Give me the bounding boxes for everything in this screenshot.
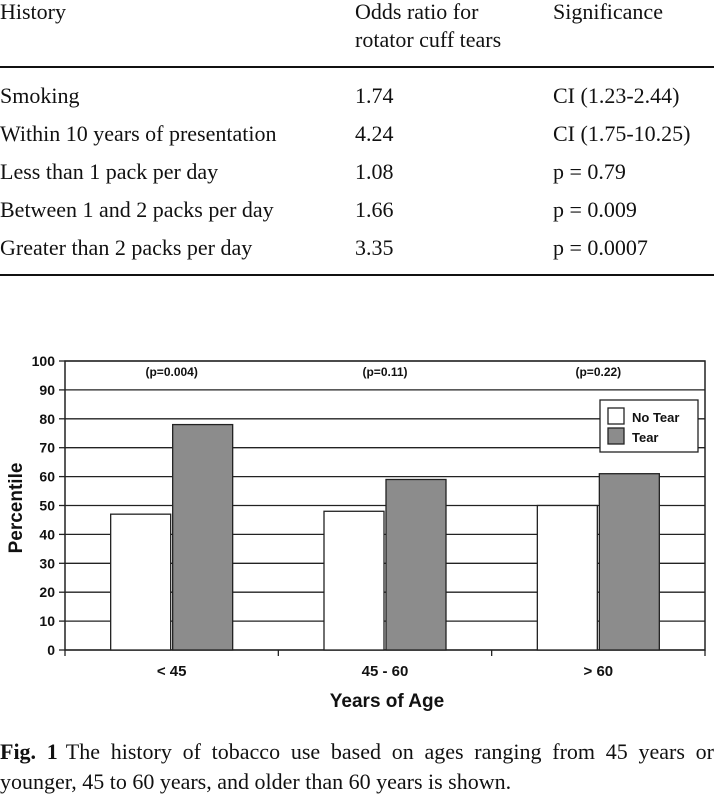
- legend-swatch: [607, 407, 625, 425]
- y-tick-label: 20: [39, 584, 55, 600]
- y-tick-label: 70: [39, 440, 55, 456]
- p-value-annotation: (p=0.22): [575, 365, 621, 379]
- y-tick-label: 10: [39, 613, 55, 629]
- y-tick-label: 30: [39, 555, 55, 571]
- header-odds-ratio-line2: rotator cuff tears: [355, 27, 502, 52]
- y-axis-ticks: 0 10 20 30 40 50 60 70 80 90 100: [32, 353, 65, 658]
- cell-significance: p = 0.79: [553, 159, 626, 184]
- cell-odds-ratio: 4.24: [355, 121, 394, 146]
- chart-bars: [110, 423, 660, 651]
- y-tick-label: 80: [39, 411, 55, 427]
- p-value-annotation: (p=0.004): [145, 365, 197, 379]
- figure-label: Fig. 1: [0, 739, 58, 764]
- cell-significance: CI (1.75-10.25): [553, 121, 691, 146]
- y-tick-label: 60: [39, 469, 55, 485]
- caption-text: The history of tobacco use based on ages…: [0, 739, 714, 794]
- x-axis-ticks: < 45 45 - 60 > 60: [64, 650, 706, 680]
- cell-significance: CI (1.23-2.44): [553, 83, 680, 108]
- bar-tear: [598, 473, 660, 651]
- cell-history: Between 1 and 2 packs per day: [0, 197, 274, 222]
- cell-history: Greater than 2 packs per day: [0, 235, 253, 260]
- legend-swatch: [607, 427, 625, 445]
- table-row: Greater than 2 packs per day 3.35 p = 0.…: [0, 234, 714, 272]
- table-header: History Odds ratio for rotator cuff tear…: [0, 0, 714, 60]
- table-row: Smoking 1.74 CI (1.23-2.44): [0, 82, 714, 120]
- cell-history: Smoking: [0, 83, 80, 108]
- table-row: Less than 1 pack per day 1.08 p = 0.79: [0, 158, 714, 196]
- header-significance: Significance: [553, 0, 663, 24]
- y-axis-label: Percentile: [6, 463, 27, 554]
- bar-tear: [172, 423, 234, 651]
- y-tick-label: 100: [32, 353, 56, 369]
- header-history: History: [0, 0, 66, 24]
- odds-ratio-table: History Odds ratio for rotator cuff tear…: [0, 0, 714, 280]
- cell-history: Within 10 years of presentation: [0, 121, 277, 146]
- bar-no-tear: [110, 513, 172, 651]
- cell-significance: p = 0.009: [553, 197, 637, 222]
- cell-history: Less than 1 pack per day: [0, 159, 219, 184]
- chart-legend: No Tear Tear: [599, 399, 699, 453]
- chart-annotations: (p=0.004) (p=0.11) (p=0.22): [145, 365, 621, 379]
- table-row: Within 10 years of presentation 4.24 CI …: [0, 120, 714, 158]
- cell-significance: p = 0.0007: [553, 235, 648, 260]
- x-axis-label: Years of Age: [330, 691, 444, 712]
- figure-caption: Fig. 1 The history of tobacco use based o…: [0, 737, 714, 797]
- bar-no-tear: [536, 504, 598, 651]
- table-row: Between 1 and 2 packs per day 1.66 p = 0…: [0, 196, 714, 234]
- x-tick-label: > 60: [584, 663, 614, 680]
- x-tick-label: 45 - 60: [362, 663, 409, 680]
- table-header-rule: [0, 66, 714, 68]
- table-bottom-rule: [0, 274, 714, 276]
- x-tick-label: < 45: [157, 663, 187, 680]
- header-odds-ratio-line1: Odds ratio for: [355, 0, 479, 24]
- bar-tear: [385, 478, 447, 651]
- bar-chart: 0 10 20 30 40 50 60 70 80 90 100 < 45 45 - 60 > 60 (…: [6, 353, 706, 712]
- bar-no-tear: [323, 510, 385, 651]
- y-tick-label: 90: [39, 382, 55, 398]
- cell-odds-ratio: 1.74: [355, 83, 394, 108]
- p-value-annotation: (p=0.11): [362, 365, 407, 379]
- y-tick-label: 40: [39, 526, 55, 542]
- cell-odds-ratio: 3.35: [355, 235, 394, 260]
- legend-label: Tear: [632, 430, 659, 445]
- y-tick-label: 50: [39, 498, 55, 514]
- y-tick-label: 0: [47, 642, 55, 658]
- legend-label: No Tear: [632, 410, 679, 425]
- cell-odds-ratio: 1.66: [355, 197, 394, 222]
- cell-odds-ratio: 1.08: [355, 159, 394, 184]
